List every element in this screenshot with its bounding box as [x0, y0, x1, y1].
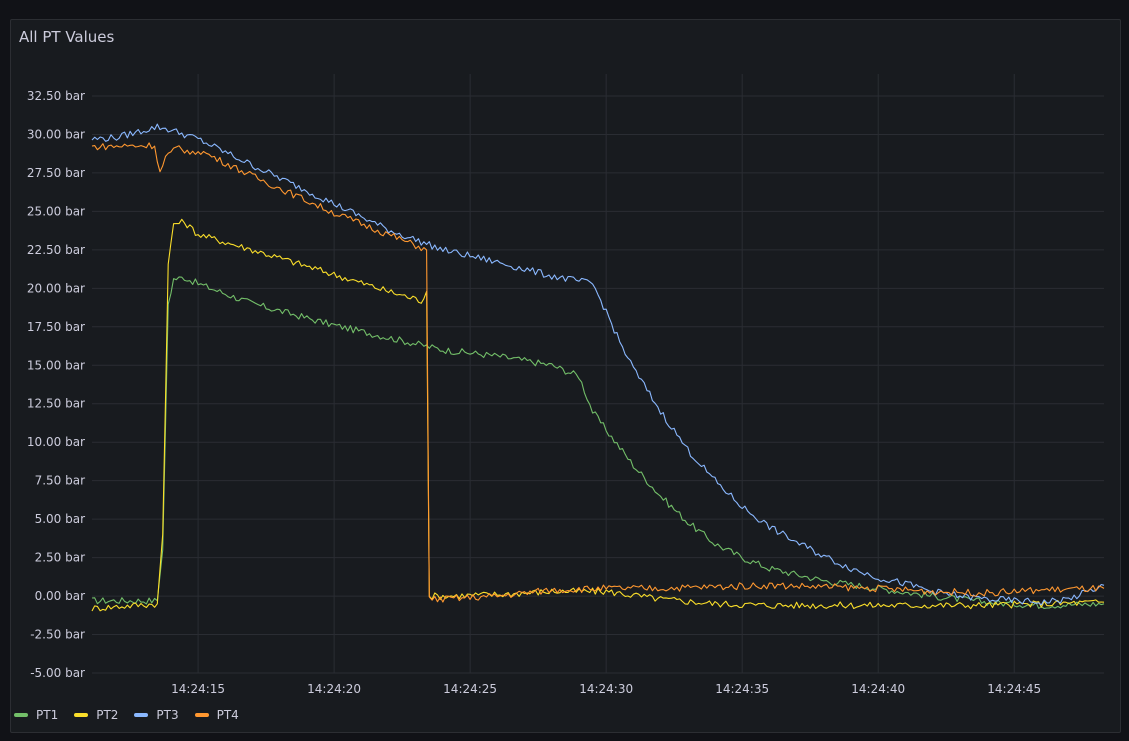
- y-tick-label: -2.50 bar: [30, 628, 85, 642]
- series-line-pt1: [91, 276, 1105, 610]
- legend-item-pt2[interactable]: PT2: [74, 708, 118, 722]
- y-tick-label: 17.50 bar: [27, 320, 85, 334]
- y-tick-label: 15.00 bar: [27, 358, 85, 372]
- y-tick-label: 5.00 bar: [35, 512, 86, 526]
- legend-swatch: [14, 713, 28, 717]
- y-tick-label: 12.50 bar: [27, 397, 85, 411]
- legend-label: PT1: [36, 708, 59, 722]
- y-tick-label: 2.50 bar: [35, 551, 86, 565]
- legend-swatch: [74, 713, 89, 717]
- x-tick-label: 14:24:30: [579, 682, 633, 696]
- y-tick-label: 20.00 bar: [27, 281, 85, 295]
- series-line-pt2: [91, 218, 1105, 612]
- legend-item-pt3[interactable]: PT3: [134, 708, 179, 722]
- y-tick-label: 10.00 bar: [27, 435, 85, 449]
- legend-label: PT4: [216, 708, 239, 722]
- panel-title: All PT Values: [19, 28, 115, 46]
- y-tick-label: 32.50 bar: [27, 89, 85, 103]
- legend-swatch: [194, 713, 209, 717]
- series-line-pt3: [91, 123, 1105, 606]
- legend-swatch: [134, 713, 149, 717]
- y-tick-label: 7.50 bar: [35, 474, 86, 488]
- grid-lines: [92, 74, 1104, 674]
- legend: PT1 PT2 PT3 PT4: [14, 707, 239, 723]
- y-tick-label: 0.00 bar: [35, 589, 86, 603]
- legend-label: PT3: [156, 708, 179, 722]
- series-line-pt4: [91, 142, 1105, 603]
- x-tick-label: 14:24:20: [307, 682, 361, 696]
- x-axis: 14:24:15 14:24:20 14:24:25 14:24:30 14:24:35…: [171, 682, 1041, 696]
- y-tick-label: 30.00 bar: [27, 127, 85, 141]
- x-tick-label: 14:24:15: [171, 682, 225, 696]
- y-tick-label: 22.50 bar: [27, 243, 85, 257]
- legend-item-pt4[interactable]: PT4: [194, 708, 239, 722]
- chart-panel: All PT Values: [10, 19, 1121, 733]
- x-tick-label: 14:24:25: [443, 682, 497, 696]
- legend-label: PT2: [96, 708, 119, 722]
- x-tick-label: 14:24:45: [987, 682, 1041, 696]
- legend-item-pt1[interactable]: PT1: [14, 708, 58, 722]
- y-axis: 32.50 bar 30.00 bar 27.50 bar 25.00 bar 22.5…: [27, 89, 85, 680]
- y-tick-label: 27.50 bar: [27, 166, 85, 180]
- y-tick-label: -5.00 bar: [30, 666, 85, 680]
- x-tick-label: 14:24:35: [715, 682, 769, 696]
- series-lines: [91, 123, 1105, 612]
- x-tick-label: 14:24:40: [851, 682, 905, 696]
- y-tick-label: 25.00 bar: [27, 204, 85, 218]
